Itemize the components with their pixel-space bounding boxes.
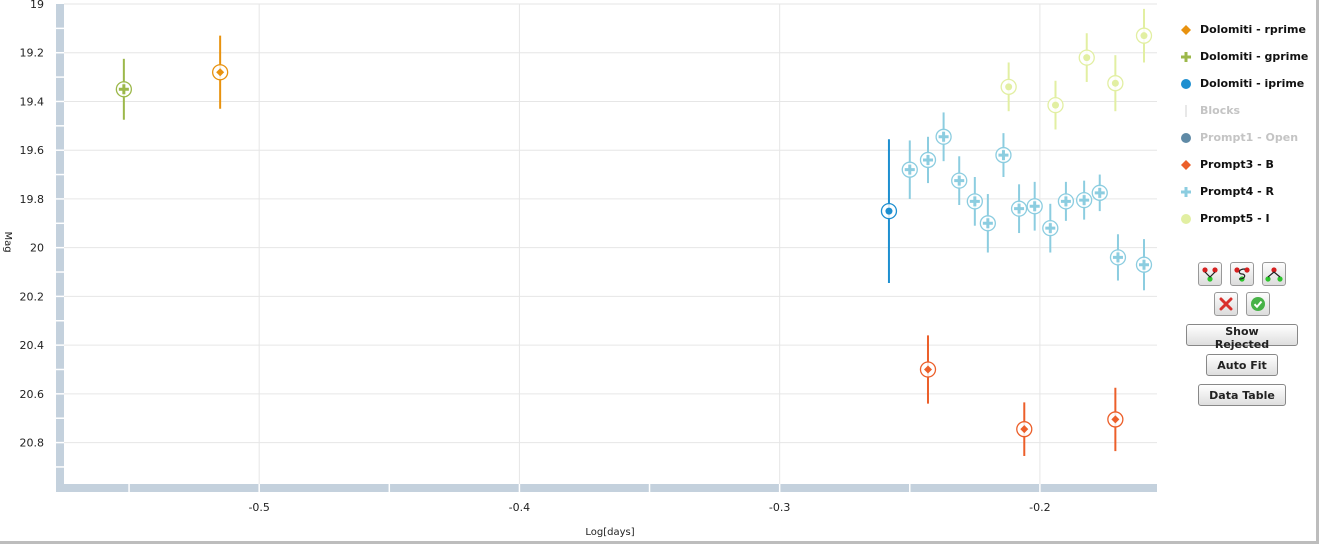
data-point[interactable]: [1078, 33, 1095, 82]
data-point[interactable]: [1042, 203, 1059, 253]
legend-item[interactable]: Prompt4 - R: [1180, 178, 1320, 205]
data-point[interactable]: [919, 136, 937, 184]
data-point[interactable]: [966, 176, 983, 226]
data-point[interactable]: [901, 140, 918, 199]
legend-symbol-icon: [1180, 132, 1192, 144]
legend-item[interactable]: Prompt3 - B: [1180, 151, 1320, 178]
data-point[interactable]: [1109, 234, 1127, 281]
tools-panel: Show Rejected Auto Fit Data Table: [1186, 262, 1298, 414]
data-points: [115, 8, 1153, 456]
legend-symbol-icon: [1180, 78, 1192, 90]
x-axis-label: Log[days]: [585, 527, 634, 538]
legend-symbol-icon: [1180, 159, 1192, 171]
data-point[interactable]: [1135, 8, 1153, 63]
red-x-icon[interactable]: [1214, 292, 1238, 316]
legend-item[interactable]: Dolomiti - iprime: [1180, 70, 1320, 97]
data-point[interactable]: [979, 194, 996, 253]
data-point[interactable]: [1057, 181, 1075, 221]
legend-symbol-icon: [1180, 186, 1192, 198]
tick-labels: -0.5 -0.4 -0.3 -0.2 19 19.2 19.4 19.6 19.8 20 20.2…: [20, 0, 1051, 514]
legend-label: Blocks: [1200, 104, 1241, 117]
y-tick-label: 19.4: [20, 95, 45, 108]
data-table-button[interactable]: Data Table: [1198, 384, 1286, 406]
legend-item[interactable]: Dolomiti - rprime: [1180, 16, 1320, 43]
green-check-icon[interactable]: [1246, 292, 1270, 316]
legend-item[interactable]: Prompt5 - I: [1180, 205, 1320, 232]
y-tick-label: 19.8: [20, 193, 45, 206]
y-tick-label: 19: [30, 0, 44, 11]
data-point[interactable]: [935, 112, 952, 162]
fit-icons-row: [1186, 262, 1298, 286]
y-tick-label: 19.6: [20, 144, 45, 157]
fit-model-3-icon[interactable]: [1262, 262, 1286, 286]
data-point[interactable]: [1107, 387, 1124, 452]
data-point[interactable]: [1075, 180, 1093, 220]
data-point[interactable]: [880, 139, 898, 283]
auto-fit-button[interactable]: Auto Fit: [1206, 354, 1278, 376]
legend-label: Dolomiti - rprime: [1200, 23, 1306, 36]
y-tick-label: 19.2: [20, 47, 45, 60]
data-point[interactable]: [1135, 239, 1153, 291]
y-axis-label: Mag: [2, 231, 13, 252]
legend-item[interactable]: Prompt1 - Open: [1180, 124, 1320, 151]
data-point[interactable]: [211, 35, 229, 109]
fit-model-1-icon[interactable]: [1198, 262, 1222, 286]
legend-symbol-icon: [1180, 24, 1192, 36]
legend-label: Dolomiti - gprime: [1200, 50, 1309, 63]
legend-label: Prompt1 - Open: [1200, 131, 1299, 144]
data-point[interactable]: [1091, 174, 1108, 212]
legend: Dolomiti - rprime Dolomiti - gprime Dolomi…: [1180, 16, 1320, 232]
x-tick-label: -0.2: [1029, 501, 1050, 514]
data-point[interactable]: [1047, 80, 1064, 130]
y-tick-label: 20.6: [20, 388, 45, 401]
legend-symbol-icon: [1180, 104, 1192, 117]
legend-label: Prompt5 - I: [1200, 212, 1270, 225]
legend-item[interactable]: Dolomiti - gprime: [1180, 43, 1320, 70]
x-tick-label: -0.4: [509, 501, 530, 514]
legend-label: Prompt4 - R: [1200, 185, 1274, 198]
x-tick-label: -0.3: [769, 501, 790, 514]
show-rejected-button[interactable]: Show Rejected: [1186, 324, 1298, 351]
data-point[interactable]: [995, 133, 1012, 177]
legend-symbol-icon: [1180, 213, 1192, 225]
y-tick-label: 20.8: [20, 437, 45, 450]
data-point[interactable]: [1016, 402, 1033, 456]
grid: [64, 3, 1157, 484]
x-tick-label: -0.5: [248, 501, 269, 514]
legend-label: Prompt3 - B: [1200, 158, 1274, 171]
y-tick-label: 20: [30, 242, 44, 255]
y-tick-label: 20.4: [20, 339, 45, 352]
data-point[interactable]: [115, 58, 133, 120]
accept-reject-row: [1186, 292, 1298, 316]
legend-symbol-icon: [1180, 51, 1192, 63]
data-point[interactable]: [1107, 55, 1124, 112]
data-point[interactable]: [1000, 62, 1017, 112]
data-point[interactable]: [951, 156, 968, 206]
data-point[interactable]: [1026, 181, 1043, 231]
axes: [56, 4, 1157, 492]
x-axis-bar: [56, 484, 1157, 492]
y-tick-label: 20.2: [20, 290, 45, 303]
fit-model-2-icon[interactable]: [1230, 262, 1254, 286]
data-point[interactable]: [1010, 184, 1028, 234]
legend-label: Dolomiti - iprime: [1200, 77, 1305, 90]
data-point[interactable]: [919, 335, 937, 404]
legend-item[interactable]: Blocks: [1180, 97, 1320, 124]
